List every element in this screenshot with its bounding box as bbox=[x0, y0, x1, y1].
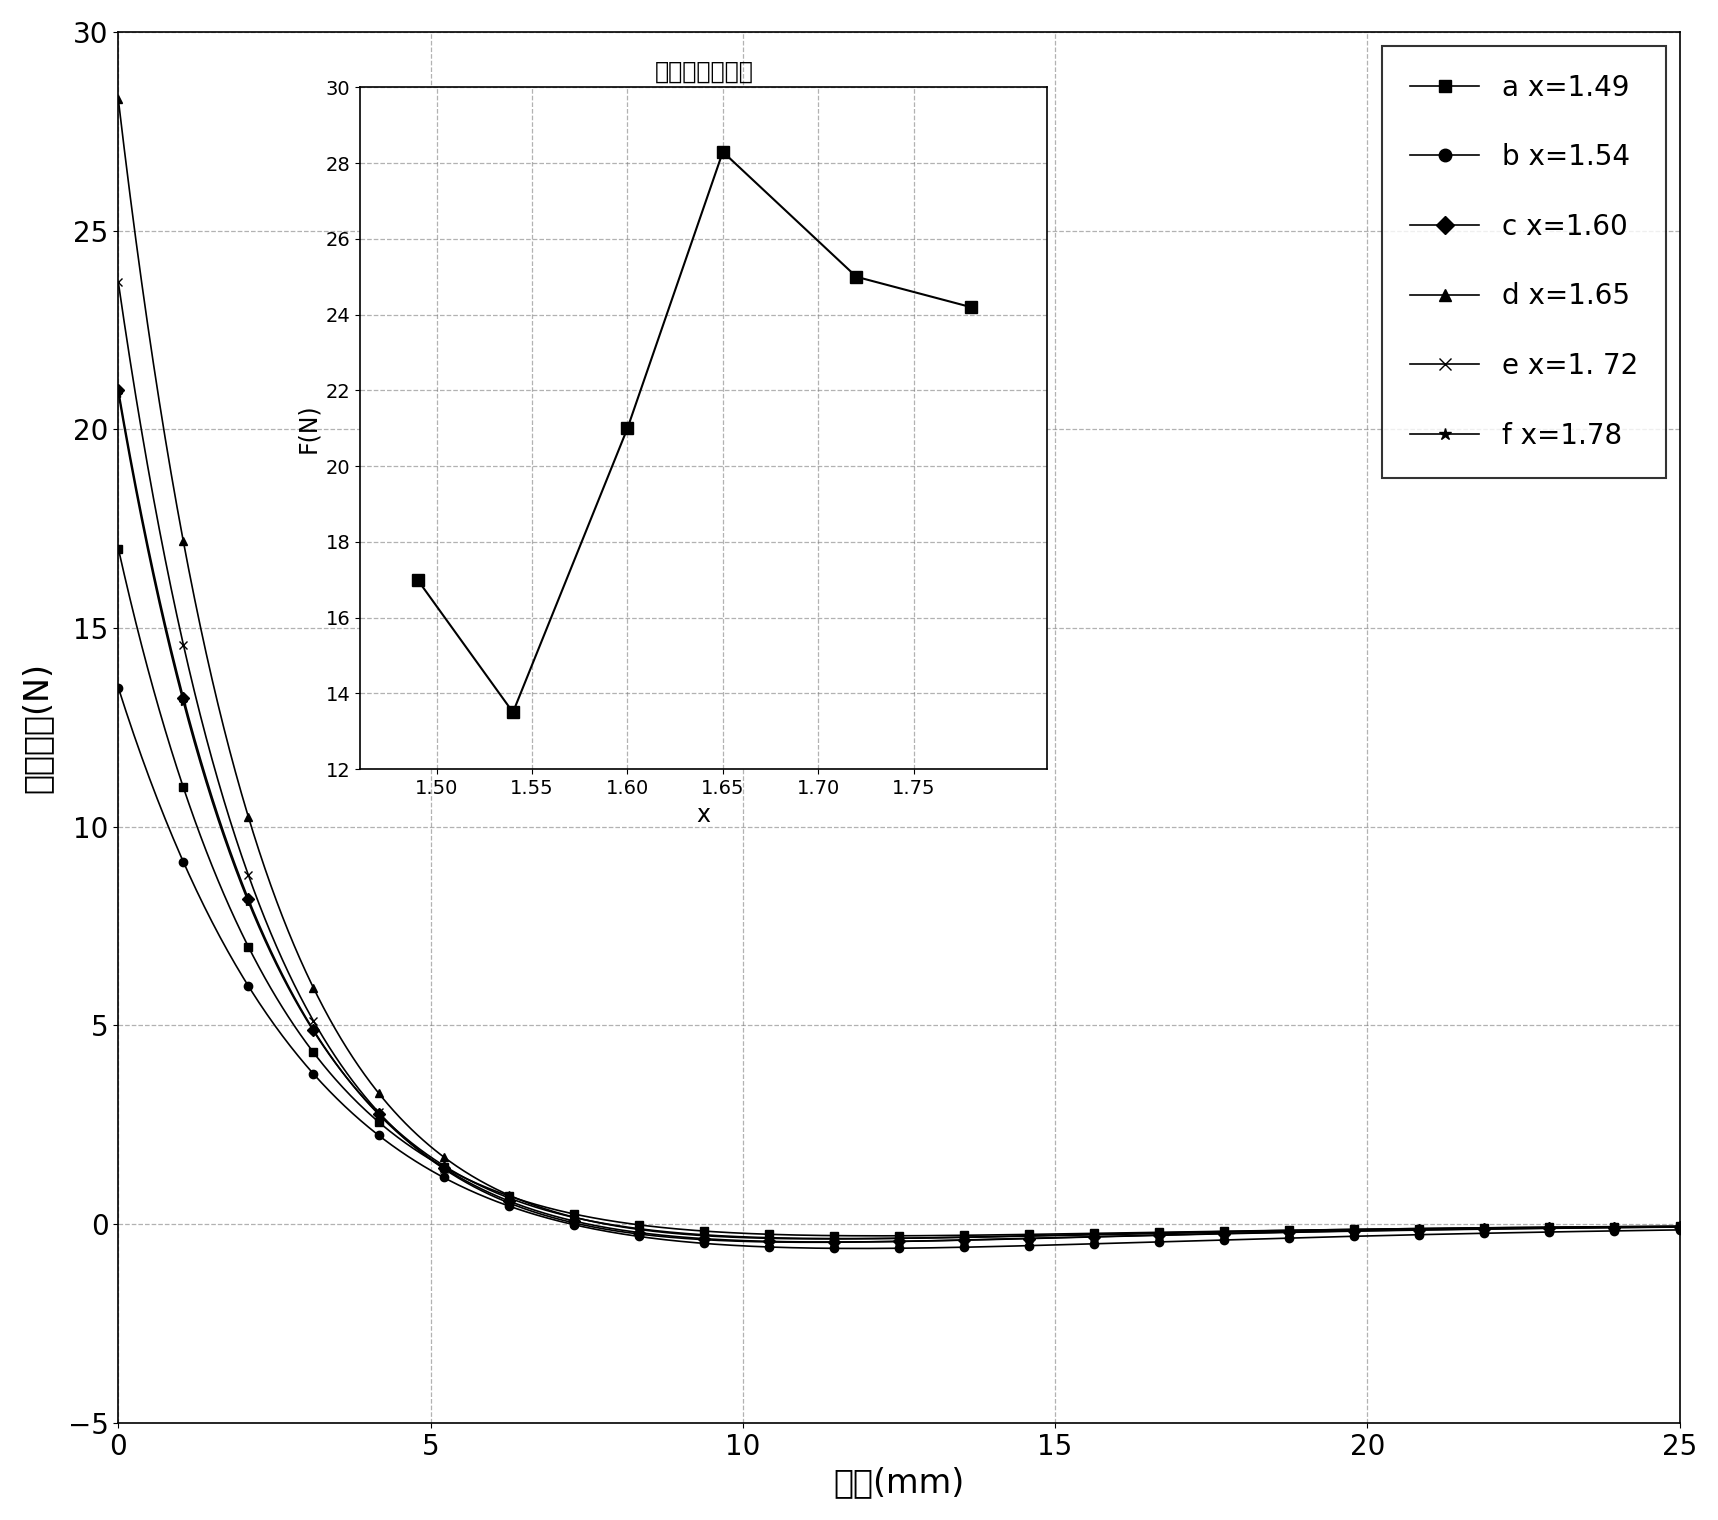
X-axis label: 距離(mm): 距離(mm) bbox=[833, 1467, 964, 1499]
Y-axis label: 磁憂浮力(N): 磁憂浮力(N) bbox=[21, 661, 53, 793]
Legend: a x=1.49, b x=1.54, c x=1.60, d x=1.65, e x=1. 72, f x=1.78: a x=1.49, b x=1.54, c x=1.60, d x=1.65, … bbox=[1383, 46, 1666, 477]
